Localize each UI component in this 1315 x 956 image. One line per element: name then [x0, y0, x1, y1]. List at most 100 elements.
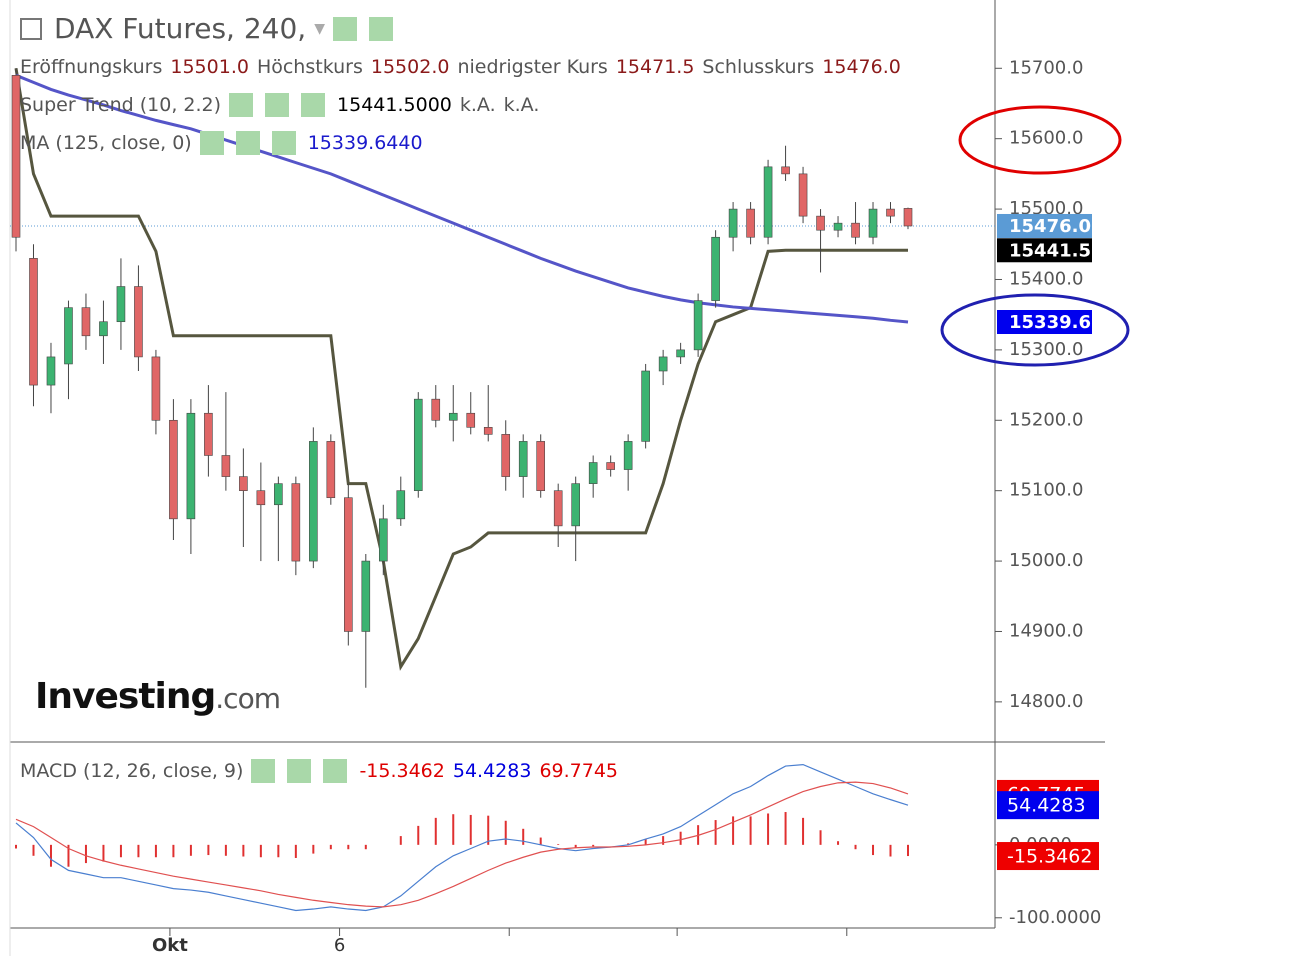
- macd-tag: [997, 791, 1099, 820]
- signal-line: [15, 781, 909, 908]
- macd-name: MACD (12, 26, close, 9): [20, 760, 244, 782]
- price-tag-label: 15441.5: [1009, 240, 1091, 261]
- indicator-value: k.A.: [459, 94, 496, 116]
- candle-body: [886, 208, 895, 217]
- candle-body: [431, 398, 441, 421]
- ohlc-row: Eröffnungskurs 15501.0 Höchstkurs 15502.0 ni…: [20, 56, 901, 78]
- y-tick-label: 15000.0: [1009, 550, 1083, 571]
- candle-body: [64, 307, 73, 365]
- candle-body: [781, 166, 790, 175]
- icon[interactable]: [235, 131, 260, 155]
- candle-body: [641, 370, 650, 442]
- candle-body: [309, 441, 318, 562]
- y-tick-label: 14900.0: [1009, 620, 1083, 641]
- y-tick-label: 15100.0: [1009, 480, 1083, 501]
- y-tick-label: -100.0000: [1009, 907, 1101, 928]
- ohlc-label: Höchstkurs: [256, 56, 363, 78]
- annotation-ellipse: [940, 293, 1130, 367]
- annotation-ellipse: [958, 105, 1122, 175]
- logo-suffix: .com: [215, 682, 281, 715]
- candle-body: [186, 412, 196, 520]
- candle-body: [588, 462, 598, 484]
- icon[interactable]: [287, 759, 312, 783]
- icon[interactable]: [271, 131, 296, 155]
- candle-body: [483, 427, 493, 435]
- logo-brand: Investing: [35, 676, 216, 717]
- moving-average: [15, 73, 909, 324]
- y-tick-label: 15200.0: [1009, 409, 1083, 430]
- candle-body: [326, 441, 336, 499]
- candle-body: [658, 356, 668, 372]
- candle-body: [676, 349, 685, 358]
- icon[interactable]: [333, 16, 357, 41]
- candle-body: [239, 476, 248, 491]
- icon[interactable]: [199, 131, 224, 155]
- y-tick-label: 15500.0: [1009, 198, 1083, 219]
- candle-body: [518, 441, 528, 477]
- y-tick-label: 15600.0: [1009, 128, 1083, 149]
- macd-tag: [997, 842, 1099, 871]
- candle-body: [868, 208, 878, 238]
- x-tick-label: 6: [334, 935, 345, 956]
- macd-value: 54.4283: [452, 760, 532, 782]
- candle-body: [466, 412, 476, 428]
- candle-body: [151, 356, 161, 421]
- ohlc-value: 15502.0: [370, 56, 450, 78]
- indicator-row: Super Trend (10, 2.2) 15441.5000 k.A. k.A.: [20, 93, 539, 117]
- y-tick-label: 14800.0: [1009, 691, 1083, 712]
- icon[interactable]: [323, 759, 348, 783]
- icon[interactable]: [265, 93, 290, 117]
- indicator-value: k.A.: [503, 94, 540, 116]
- x-tick-label: Okt: [152, 935, 188, 956]
- y-tick-label: 15400.0: [1009, 268, 1083, 289]
- candle-body: [448, 412, 458, 421]
- indicator-value: 15339.6440: [307, 132, 423, 154]
- ohlc-label: niedrigster Kurs: [457, 56, 608, 78]
- candle-body: [763, 166, 773, 238]
- candle-body: [134, 286, 143, 358]
- icon[interactable]: [251, 759, 276, 783]
- macd-tag-label: 54.4283: [1007, 795, 1086, 817]
- y-tick-label: 15300.0: [1009, 339, 1083, 360]
- macd-line: [15, 764, 909, 912]
- title-row: DAX Futures, 240, ▼: [20, 12, 397, 45]
- y-tick-label: 15700.0: [1009, 57, 1083, 78]
- candle-body: [46, 356, 56, 386]
- candle-body: [606, 462, 615, 470]
- ohlc-value: 15501.0: [170, 56, 249, 78]
- candle-body: [553, 490, 563, 527]
- macd-value: -15.3462: [359, 760, 445, 782]
- ohlc-label: Schlusskurs: [702, 56, 815, 78]
- candle-body: [851, 222, 860, 238]
- icon[interactable]: [229, 93, 254, 117]
- candle-body: [798, 173, 808, 217]
- macd-value: 69.7745: [539, 760, 619, 782]
- ohlc-value: 15476.0: [822, 56, 901, 78]
- macd-legend: MACD (12, 26, close, 9) -15.3462 54.4283 69…: [20, 759, 618, 783]
- super-trend: [14, 68, 908, 671]
- candle-body: [833, 222, 843, 231]
- ohlc-value: 15471.5: [615, 56, 695, 78]
- candle-body: [221, 455, 231, 477]
- icon[interactable]: [369, 16, 393, 41]
- candle-body: [29, 258, 38, 386]
- candle-body: [204, 412, 213, 456]
- collapse-icon[interactable]: [20, 17, 42, 40]
- candle-body: [816, 215, 825, 231]
- indicator-name: MA (125, close, 0): [20, 132, 192, 154]
- candle-body: [11, 75, 21, 238]
- price-tag: [997, 310, 1092, 335]
- icon[interactable]: [301, 93, 326, 117]
- candle-body: [291, 483, 301, 562]
- price-tag: [997, 213, 1092, 238]
- candle-body: [99, 321, 108, 337]
- dropdown[interactable]: ▼: [314, 20, 325, 37]
- indicator-name: Super Trend (10, 2.2): [20, 94, 222, 116]
- indicator-value: 15441.5000: [337, 94, 452, 116]
- candle-body: [571, 483, 580, 527]
- price-tag: [997, 238, 1092, 263]
- candle-body: [501, 434, 511, 477]
- ohlc-label: Eröffnungskurs: [20, 56, 163, 78]
- title: DAX Futures, 240,: [54, 12, 307, 45]
